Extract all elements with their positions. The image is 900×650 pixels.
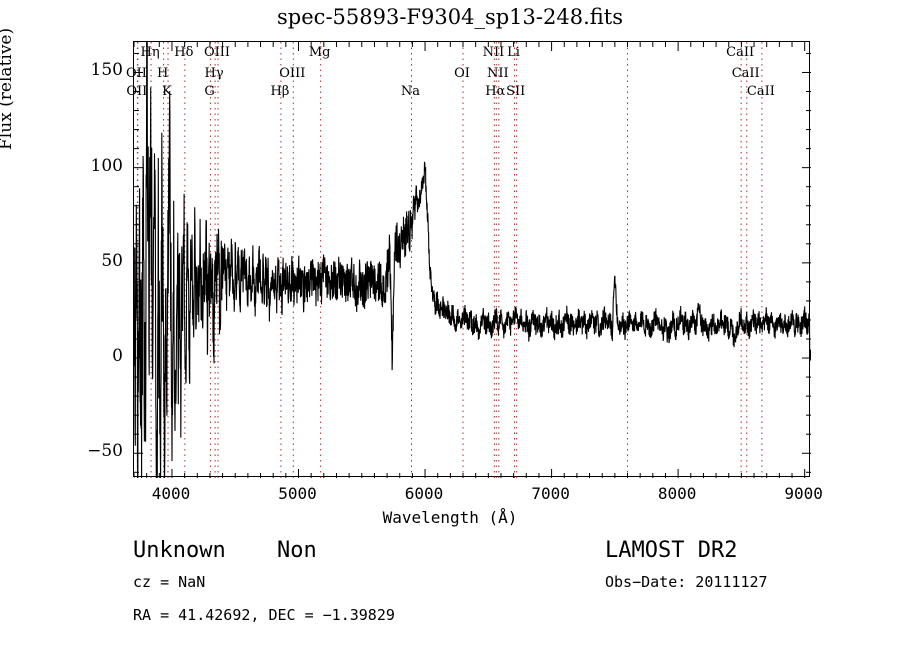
x-tick-label: 8000 — [657, 484, 697, 503]
line-label: Na — [400, 84, 421, 99]
y-tick-label: −50 — [87, 441, 123, 462]
line-label: Hδ — [174, 45, 194, 60]
y-axis-label: Flux (relative) — [0, 27, 16, 150]
x-tick-label: 5000 — [278, 484, 317, 503]
line-label: G — [204, 84, 215, 99]
coordinates: RA = 41.42692, DEC = −1.39829 — [133, 606, 395, 624]
line-label: SII — [506, 84, 526, 99]
line-label: OI — [454, 66, 470, 81]
x-tick-label: 4000 — [151, 484, 191, 503]
y-tick-label: 50 — [101, 250, 123, 271]
object-class: Unknown — [133, 538, 226, 563]
x-axis-label: Wavelength (Å) — [382, 508, 518, 527]
line-label: OII — [126, 84, 148, 99]
page-title: spec-55893-F9304_sp13-248.fits — [277, 5, 623, 29]
line-label: OIII — [279, 66, 306, 81]
line-label: CaII — [731, 66, 760, 81]
cz-value: cz = NaN — [133, 573, 206, 591]
spectrum-canvas — [134, 42, 811, 478]
line-label: Hα — [485, 84, 506, 99]
line-label: CaII — [726, 45, 755, 60]
line-label: Hβ — [270, 84, 290, 99]
object-subclass: Non — [277, 538, 317, 563]
line-label: NII — [482, 45, 505, 60]
y-tick-label: 150 — [90, 60, 123, 81]
line-label: CaII — [746, 84, 775, 99]
y-tick-label: 0 — [112, 346, 123, 367]
line-label: Li — [507, 45, 520, 60]
line-label: K — [162, 84, 172, 99]
y-tick-label: 100 — [90, 155, 123, 176]
flux-trace — [134, 42, 811, 478]
line-label: NII — [486, 66, 509, 81]
x-tick-label: 7000 — [531, 484, 570, 503]
x-tick-label: 6000 — [404, 484, 444, 503]
observation-date: Obs−Date: 20111127 — [605, 573, 768, 591]
line-label: Mg — [308, 45, 331, 60]
line-label: OIII — [203, 45, 231, 60]
survey-name: LAMOST DR2 — [605, 538, 738, 563]
x-tick-label: 9000 — [784, 484, 823, 503]
line-label: Hγ — [204, 66, 224, 81]
plot-frame — [133, 41, 811, 478]
line-label: Hη — [140, 45, 160, 60]
line-label: OII — [125, 66, 147, 81]
line-label: H — [156, 66, 169, 81]
